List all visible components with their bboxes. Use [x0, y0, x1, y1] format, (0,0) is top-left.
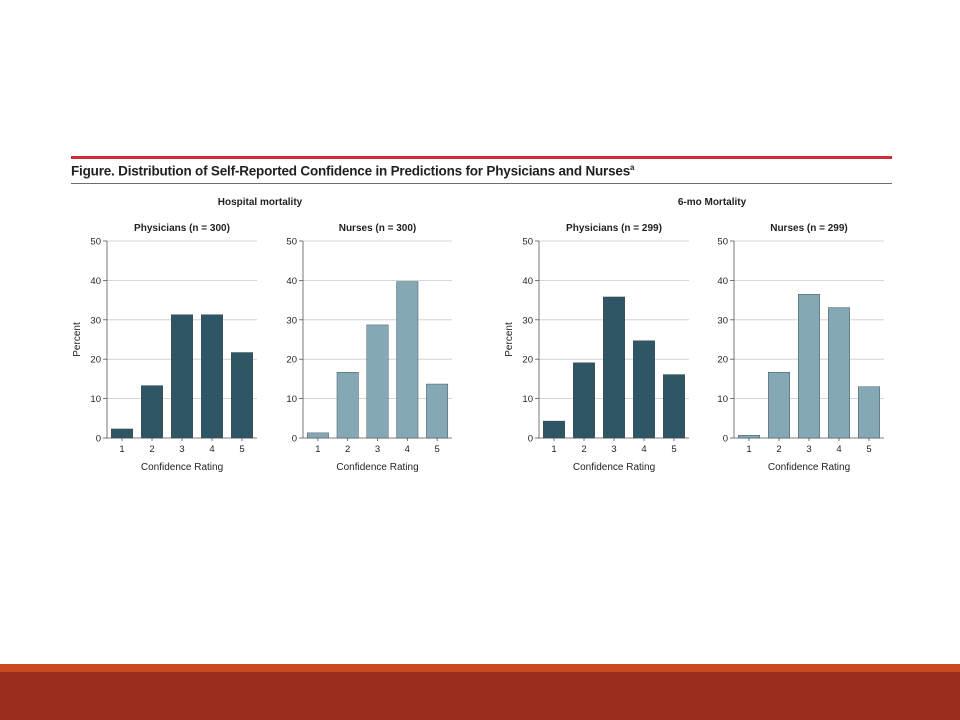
x-tick-label: 1 — [119, 444, 124, 455]
x-axis-label: Confidence Rating — [141, 462, 223, 473]
y-tick-label: 20 — [522, 355, 533, 366]
y-tick-label: 0 — [528, 434, 533, 445]
chart-title: Physicians (n = 299) — [566, 223, 662, 234]
x-tick-label: 4 — [209, 444, 214, 455]
figure-title-footnote-mark: a — [630, 163, 635, 172]
footer-band — [0, 672, 960, 720]
bar — [140, 385, 163, 439]
y-axis-label: Percent — [72, 322, 83, 357]
y-tick-label: 0 — [292, 434, 297, 445]
bar — [306, 432, 329, 439]
y-tick-label: 30 — [90, 315, 101, 326]
x-tick-label: 2 — [345, 444, 350, 455]
x-tick-label: 3 — [179, 444, 184, 455]
bar — [663, 374, 686, 439]
bar — [170, 314, 193, 439]
title-rule — [71, 156, 892, 159]
bar — [200, 314, 223, 439]
chart-title: Nurses (n = 300) — [339, 223, 417, 234]
bar — [633, 340, 656, 439]
y-tick-label: 40 — [90, 276, 101, 287]
bar — [396, 281, 419, 439]
x-tick-label: 5 — [434, 444, 439, 455]
bar — [603, 296, 626, 439]
y-tick-label: 30 — [717, 315, 728, 326]
x-tick-label: 2 — [581, 444, 586, 455]
bar — [573, 362, 596, 439]
chart-title: Physicians (n = 300) — [134, 223, 230, 234]
x-tick-label: 2 — [776, 444, 781, 455]
x-tick-label: 5 — [239, 444, 244, 455]
x-tick-label: 5 — [671, 444, 676, 455]
y-tick-label: 50 — [717, 237, 728, 248]
group-title-hospital-mortality: Hospital mortality — [217, 197, 303, 208]
y-tick-label: 10 — [286, 394, 297, 405]
y-tick-label: 0 — [723, 434, 728, 445]
y-tick-label: 40 — [717, 276, 728, 287]
footer-accent-band — [0, 664, 960, 672]
y-axis-label: Percent — [504, 322, 515, 357]
bar — [543, 420, 566, 439]
x-tick-label: 4 — [405, 444, 410, 455]
x-tick-label: 1 — [746, 444, 751, 455]
y-tick-label: 50 — [522, 237, 533, 248]
y-tick-label: 50 — [90, 237, 101, 248]
y-tick-label: 20 — [286, 355, 297, 366]
y-tick-label: 20 — [717, 355, 728, 366]
x-axis-label: Confidence Rating — [768, 462, 850, 473]
y-tick-label: 20 — [90, 355, 101, 366]
y-tick-label: 10 — [522, 394, 533, 405]
bar — [798, 293, 821, 439]
title-underline — [71, 183, 892, 184]
bar — [768, 372, 791, 439]
bar — [110, 428, 133, 439]
bar — [230, 352, 253, 439]
bar — [738, 435, 761, 439]
y-tick-label: 40 — [286, 276, 297, 287]
x-tick-label: 2 — [149, 444, 154, 455]
bar — [426, 383, 449, 439]
bar — [366, 324, 389, 439]
bar — [828, 307, 851, 439]
y-tick-label: 30 — [522, 315, 533, 326]
bar — [336, 372, 359, 439]
x-tick-label: 1 — [315, 444, 320, 455]
y-tick-label: 10 — [717, 394, 728, 405]
y-tick-label: 50 — [286, 237, 297, 248]
y-tick-label: 10 — [90, 394, 101, 405]
x-tick-label: 1 — [551, 444, 556, 455]
x-tick-label: 3 — [806, 444, 811, 455]
y-tick-label: 40 — [522, 276, 533, 287]
y-tick-label: 30 — [286, 315, 297, 326]
chart-title: Nurses (n = 299) — [770, 223, 848, 234]
bar — [858, 386, 881, 439]
group-title-6mo-mortality: 6-mo Mortality — [677, 197, 747, 208]
x-tick-label: 4 — [836, 444, 841, 455]
x-tick-label: 3 — [611, 444, 616, 455]
x-tick-label: 3 — [375, 444, 380, 455]
y-tick-label: 0 — [96, 434, 101, 445]
figure-title: Figure. Distribution of Self-Reported Co… — [71, 163, 635, 179]
x-axis-label: Confidence Rating — [336, 462, 418, 473]
x-tick-label: 5 — [866, 444, 871, 455]
x-tick-label: 4 — [641, 444, 646, 455]
x-axis-label: Confidence Rating — [573, 462, 655, 473]
